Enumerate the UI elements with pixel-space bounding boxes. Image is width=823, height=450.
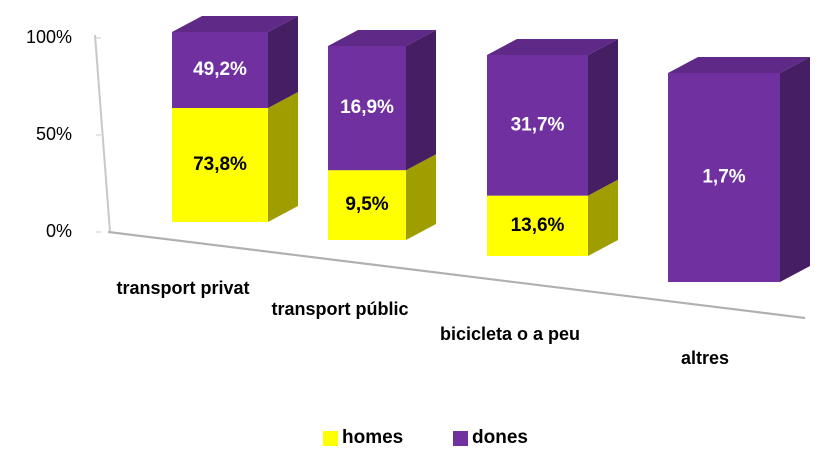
data-label: 1,7%: [702, 167, 745, 188]
data-label: 9,5%: [345, 194, 388, 215]
data-label: 73,8%: [193, 154, 247, 175]
x-tick-label: transport privat: [116, 278, 250, 298]
bar-top: [172, 16, 298, 32]
data-label: 16,9%: [340, 97, 394, 118]
x-tick-label: altres: [680, 348, 730, 368]
legend-label: dones: [472, 427, 528, 448]
legend-swatch: [453, 430, 468, 446]
bar-side: [588, 39, 618, 196]
y-tick-label: 100%: [26, 27, 72, 47]
legend-item: dones: [453, 427, 528, 449]
y-tick-label: 50%: [36, 124, 72, 144]
bar-side: [268, 16, 298, 108]
legend-item: homes: [323, 427, 403, 449]
bar: [328, 46, 406, 171]
bar-side: [780, 57, 810, 282]
bar: [172, 32, 268, 108]
bar-side: [588, 179, 618, 256]
bar-side: [406, 154, 436, 240]
data-label: 31,7%: [511, 114, 565, 135]
bar-top: [328, 30, 436, 46]
bar: [172, 108, 268, 222]
bar-top: [668, 57, 810, 73]
bar: [328, 170, 406, 240]
legend-label: homes: [342, 427, 404, 448]
bar: [487, 195, 588, 256]
legend-swatch: [323, 430, 338, 446]
floor-line: [107, 231, 806, 319]
bar-top: [487, 39, 618, 55]
bar: [668, 73, 780, 282]
x-tick-label: bicicleta o a peu: [439, 324, 581, 344]
x-tick-label: transport públic: [271, 299, 409, 319]
y-tick-label: 0%: [46, 221, 72, 241]
data-label: 13,6%: [511, 215, 565, 236]
bar: [487, 55, 588, 196]
data-label: 49,2%: [193, 59, 247, 80]
bar-side: [268, 92, 298, 222]
bar-side: [406, 30, 436, 171]
